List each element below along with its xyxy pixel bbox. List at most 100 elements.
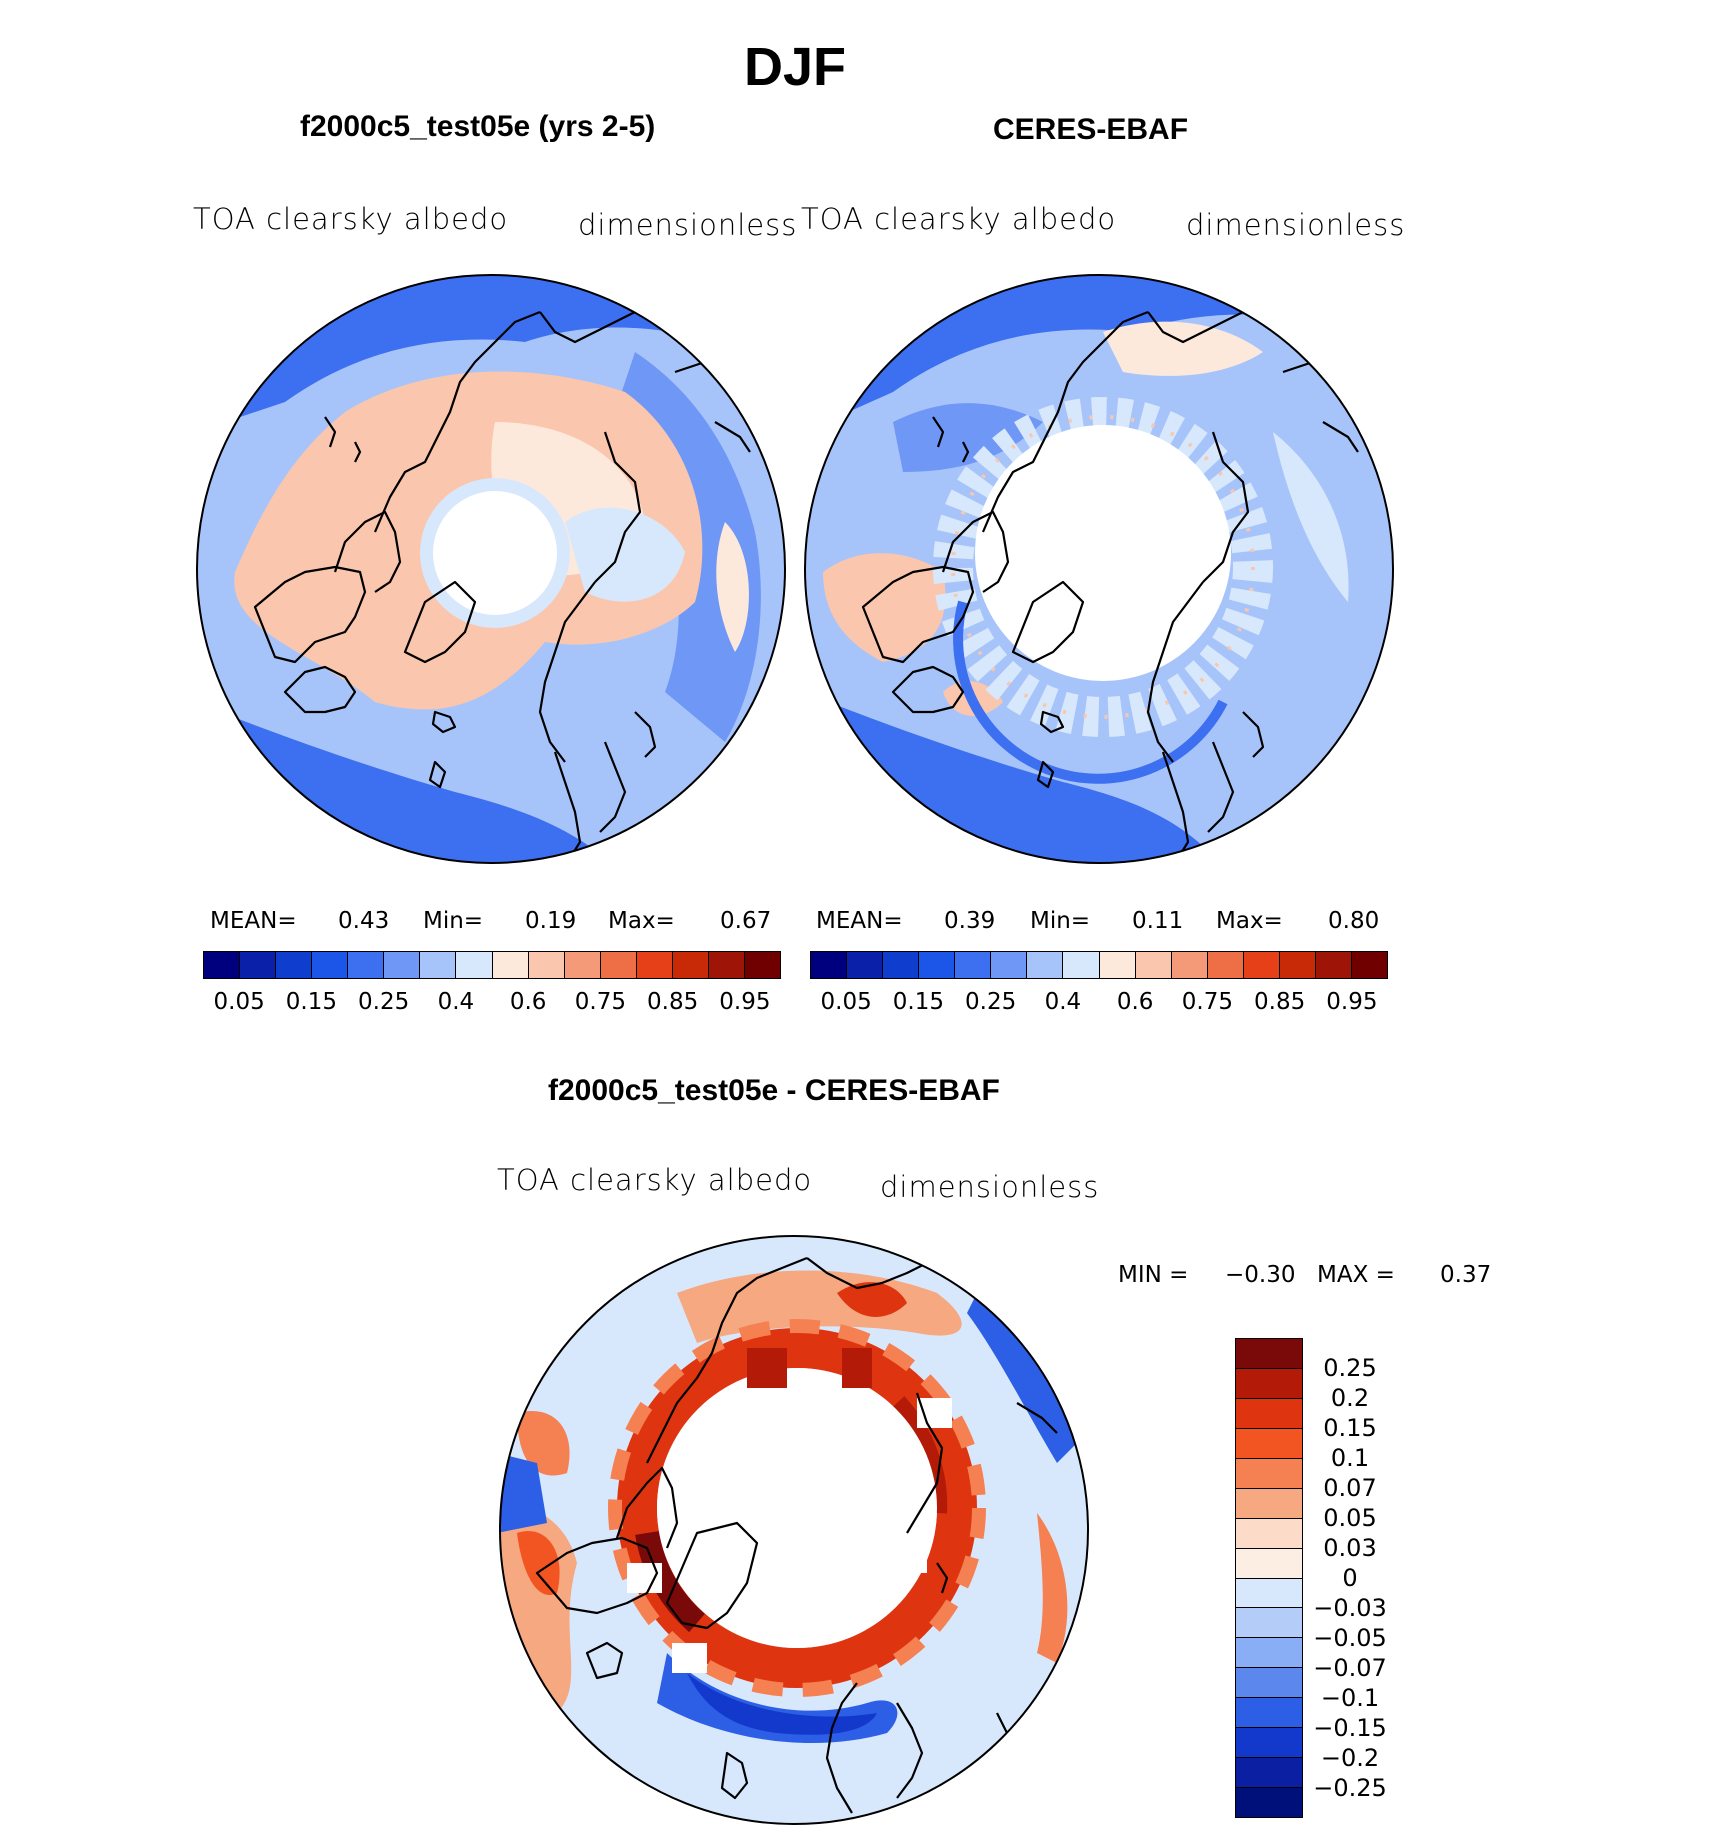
panel-2-colorbar-tick-label: 0.75 xyxy=(1181,989,1233,1015)
panel-3-colorbar-tick-label: −0.05 xyxy=(1313,1624,1387,1652)
panel-2-colorbar-swatch xyxy=(1351,952,1387,978)
panel-2-colorbar-tick-label: 0.85 xyxy=(1254,989,1306,1015)
panel-3-colorbar-tick-label: −0.1 xyxy=(1320,1684,1380,1712)
panel-3-colorbar-tick-label: 0.25 xyxy=(1323,1354,1377,1382)
panel-1-colorbar-swatch xyxy=(312,952,349,978)
panel-2-colorbar-swatch xyxy=(1243,952,1280,978)
panel-3-colorbar-tick-label: −0.03 xyxy=(1313,1594,1387,1622)
panel-1-mean-value: 0.43 xyxy=(338,908,390,934)
panel-3-units-label: dimensionless xyxy=(880,1170,1100,1204)
panel-3-colorbar-swatch xyxy=(1236,1758,1302,1789)
panel-3-colorbar-tick-label: 0.15 xyxy=(1323,1414,1377,1442)
panel-3-min-label: MIN = xyxy=(1118,1262,1189,1288)
panel-3-colorbar-tick-label: −0.25 xyxy=(1313,1774,1387,1802)
panel-3-colorbar-tick-label: 0.05 xyxy=(1323,1504,1377,1532)
panel-1-colorbar-swatch xyxy=(420,952,457,978)
panel-3-polar-map xyxy=(499,1235,1089,1825)
panel-1-colorbar-swatch xyxy=(492,952,529,978)
panel-2-colorbar-swatch xyxy=(991,952,1028,978)
panel-1-mean-label: MEAN= xyxy=(210,908,297,934)
panel-3-colorbar-swatch xyxy=(1236,1339,1302,1369)
panel-3-colorbar-swatch xyxy=(1236,1548,1302,1579)
panel-3-max-value: 0.37 xyxy=(1440,1262,1492,1288)
panel-2-colorbar-tick-label: 0.25 xyxy=(965,989,1017,1015)
panel-2-colorbar-tick-label: 0.6 xyxy=(1116,989,1154,1015)
panel-2-colorbar xyxy=(810,951,1388,979)
panel-1-max-value: 0.67 xyxy=(720,908,772,934)
panel-3-max-label: MAX = xyxy=(1317,1262,1395,1288)
panel-3-colorbar-swatch xyxy=(1236,1698,1302,1729)
panel-3-colorbar xyxy=(1235,1338,1303,1818)
panel-2-colorbar-swatch xyxy=(811,952,848,978)
panel-2-colorbar-swatch xyxy=(1315,952,1352,978)
panel-1-variable-label: TOA clearsky albedo xyxy=(193,202,509,236)
panel-1-colorbar-tick-label: 0.4 xyxy=(437,989,475,1015)
panel-2-title: CERES-EBAF xyxy=(993,113,1189,146)
panel-2-colorbar-swatch xyxy=(1171,952,1208,978)
panel-3-colorbar-swatch xyxy=(1236,1638,1302,1669)
panel-1-colorbar-swatch xyxy=(672,952,709,978)
panel-1-colorbar-swatch xyxy=(240,952,277,978)
panel-1-colorbar-swatch xyxy=(456,952,493,978)
panel-1-colorbar-tick-label: 0.25 xyxy=(358,989,410,1015)
panel-2-mean-value: 0.39 xyxy=(944,908,996,934)
panel-3-colorbar-tick-label: −0.15 xyxy=(1313,1714,1387,1742)
panel-3-colorbar-tick-label: −0.07 xyxy=(1313,1654,1387,1682)
panel-1-min-value: 0.19 xyxy=(525,908,577,934)
panel-1-colorbar-tick-label: 0.75 xyxy=(574,989,626,1015)
panel-3-colorbar-swatch xyxy=(1236,1398,1302,1429)
panel-2-colorbar-swatch xyxy=(847,952,884,978)
panel-3-colorbar-swatch xyxy=(1236,1668,1302,1699)
panel-3-colorbar-tick-label: 0 xyxy=(1342,1564,1358,1592)
panel-1-colorbar-swatch xyxy=(384,952,421,978)
panel-3-colorbar-swatch xyxy=(1236,1368,1302,1399)
panel-1-units-label: dimensionless xyxy=(578,208,798,242)
panel-2-colorbar-swatch xyxy=(1135,952,1172,978)
panel-2-colorbar-swatch xyxy=(1279,952,1316,978)
panel-3-colorbar-swatch xyxy=(1236,1488,1302,1519)
panel-2-colorbar-swatch xyxy=(1099,952,1136,978)
panel-2-colorbar-tick-label: 0.15 xyxy=(892,989,944,1015)
panel-3-colorbar-tick-label: 0.2 xyxy=(1330,1384,1370,1412)
panel-2-colorbar-swatch xyxy=(919,952,956,978)
panel-3-colorbar-swatch xyxy=(1236,1788,1302,1817)
panel-1-min-label: Min= xyxy=(423,908,484,934)
panel-1-colorbar-swatch xyxy=(708,952,745,978)
panel-2-colorbar-swatch xyxy=(1207,952,1244,978)
panel-3-title: f2000c5_test05e - CERES-EBAF xyxy=(548,1074,1000,1107)
figure-title: DJF xyxy=(743,37,846,97)
panel-3-colorbar-tick-label: −0.2 xyxy=(1320,1744,1380,1772)
panel-2-max-value: 0.80 xyxy=(1328,908,1380,934)
panel-2-min-value: 0.11 xyxy=(1132,908,1184,934)
panel-1-colorbar-swatch xyxy=(276,952,313,978)
panel-2-max-label: Max= xyxy=(1216,908,1283,934)
panel-2-variable-label: TOA clearsky albedo xyxy=(801,202,1117,236)
panel-3-colorbar-tick-label: 0.03 xyxy=(1323,1534,1377,1562)
panel-3-colorbar-swatch xyxy=(1236,1518,1302,1549)
panel-1-colorbar-tick-label: 0.6 xyxy=(509,989,547,1015)
panel-1-colorbar-tick-label: 0.15 xyxy=(285,989,337,1015)
panel-1-colorbar-swatch xyxy=(636,952,673,978)
panel-1-colorbar-swatch xyxy=(348,952,385,978)
panel-2-units-label: dimensionless xyxy=(1186,208,1406,242)
panel-2-colorbar-swatch xyxy=(955,952,992,978)
panel-1-colorbar-tick-label: 0.05 xyxy=(213,989,265,1015)
panel-1-polar-map xyxy=(196,274,786,864)
panel-1-colorbar-swatch xyxy=(564,952,601,978)
panel-3-colorbar-swatch xyxy=(1236,1608,1302,1639)
panel-2-min-label: Min= xyxy=(1030,908,1091,934)
panel-3-variable-label: TOA clearsky albedo xyxy=(497,1163,813,1197)
panel-2-polar-map xyxy=(804,274,1394,864)
panel-1-title: f2000c5_test05e (yrs 2-5) xyxy=(300,110,656,143)
panel-2-colorbar-tick-label: 0.4 xyxy=(1044,989,1082,1015)
panel-1-colorbar xyxy=(203,951,781,979)
panel-1-colorbar-swatch xyxy=(204,952,241,978)
panel-3-colorbar-tick-label: 0.07 xyxy=(1323,1474,1377,1502)
panel-2-colorbar-tick-label: 0.05 xyxy=(820,989,872,1015)
panel-1-colorbar-tick-label: 0.95 xyxy=(719,989,771,1015)
panel-2-mean-label: MEAN= xyxy=(816,908,903,934)
panel-3-colorbar-swatch xyxy=(1236,1428,1302,1459)
panel-1-colorbar-swatch xyxy=(600,952,637,978)
panel-3-colorbar-swatch xyxy=(1236,1458,1302,1489)
panel-2-colorbar-swatch xyxy=(1063,952,1100,978)
